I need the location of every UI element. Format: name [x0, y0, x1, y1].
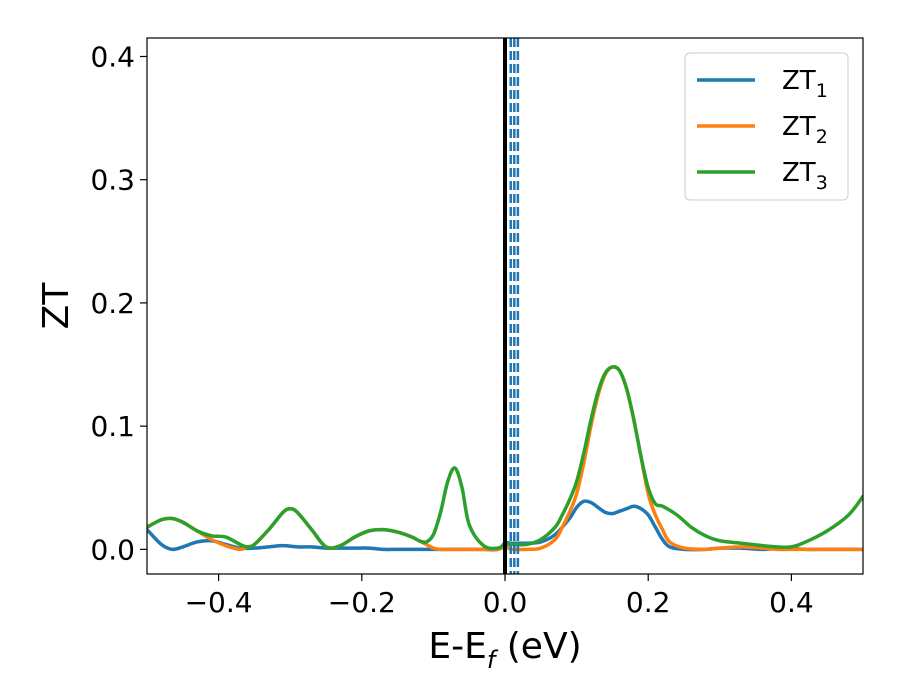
y-axis-title: ZT [36, 282, 77, 330]
data-layer [147, 38, 863, 574]
series-line-zt3 [147, 365, 863, 551]
y-tick-label: 0.2 [90, 287, 135, 320]
x-tick-label: 0.2 [626, 586, 671, 619]
y-tick-label: 0.4 [90, 40, 135, 73]
legend-box [684, 52, 849, 201]
x-axis-title: E-Ef (eV) [428, 626, 581, 674]
y-tick-label: 0.1 [90, 410, 135, 443]
y-tick-label: 0.3 [90, 164, 135, 197]
legend-label-zt1: ZT1 [782, 66, 828, 102]
x-tick-label: −0.4 [185, 586, 253, 619]
x-axis-ticks: −0.4 −0.2 0.0 0.2 0.4 [185, 574, 814, 619]
legend-label-zt3: ZT3 [782, 158, 828, 194]
legend: ZT1 ZT2 ZT3 [684, 52, 849, 201]
x-tick-label: 0.4 [769, 586, 814, 619]
x-tick-label: 0.0 [483, 586, 528, 619]
legend-label-zt2: ZT2 [782, 112, 828, 148]
y-tick-label: 0.0 [90, 533, 135, 566]
y-axis-ticks: 0.0 0.1 0.2 0.3 0.4 [90, 40, 147, 566]
x-tick-label: −0.2 [328, 586, 396, 619]
